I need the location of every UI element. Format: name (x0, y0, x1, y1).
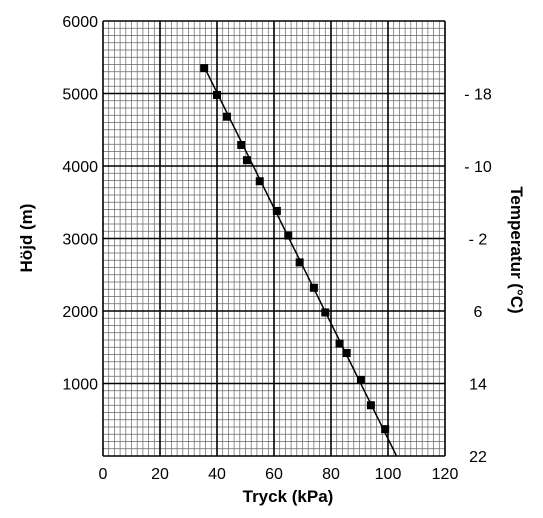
data-point (242, 156, 251, 165)
x-tick-label: 120 (432, 466, 459, 483)
x-tick-label: 60 (265, 466, 283, 483)
y-tick-label: 6000 (62, 14, 98, 31)
x-tick-label: 40 (208, 466, 226, 483)
temperature-tick-label: 14 (469, 377, 487, 394)
y-tick-label: 3000 (62, 232, 98, 249)
temperature-tick-label: - 2 (469, 232, 488, 249)
y2-axis-title: Temperatur (°C) (507, 186, 526, 313)
data-point (335, 339, 344, 348)
data-point (272, 206, 281, 215)
y-axis-title: Höjd (m) (17, 204, 36, 273)
data-point (200, 64, 209, 73)
x-tick-label: 20 (151, 466, 169, 483)
x-axis-title: Tryck (kPa) (243, 487, 334, 506)
data-point (366, 401, 375, 410)
temperature-tick-label: - 10 (464, 159, 492, 176)
major-gridlines (102, 20, 446, 457)
data-point (381, 425, 390, 434)
data-point (284, 231, 293, 240)
x-tick-label: 100 (375, 466, 402, 483)
temperature-tick-labels: - 18 - 10 - 2 6 14 22 (464, 87, 492, 467)
data-point (222, 112, 231, 121)
data-point (237, 140, 246, 149)
data-points (200, 64, 390, 434)
y-tick-label: 4000 (62, 159, 98, 176)
data-point (321, 308, 330, 317)
y-tick-labels: 6000 5000 4000 3000 2000 1000 (62, 14, 98, 394)
data-point (309, 283, 318, 292)
y-tick-label: 5000 (62, 87, 98, 104)
data-point (356, 375, 365, 384)
data-point (295, 258, 304, 267)
y-tick-label: 1000 (62, 377, 98, 394)
temperature-tick-label: 6 (474, 304, 483, 321)
data-point (342, 349, 351, 358)
x-tick-labels: 0 20 40 60 80 100 120 (99, 466, 459, 483)
x-tick-label: 0 (99, 466, 108, 483)
temperature-tick-label: - 18 (464, 87, 492, 104)
x-tick-label: 80 (322, 466, 340, 483)
temperature-tick-label: 22 (469, 449, 487, 466)
data-point (213, 90, 221, 99)
y-tick-label: 2000 (62, 304, 98, 321)
data-point (255, 177, 264, 186)
